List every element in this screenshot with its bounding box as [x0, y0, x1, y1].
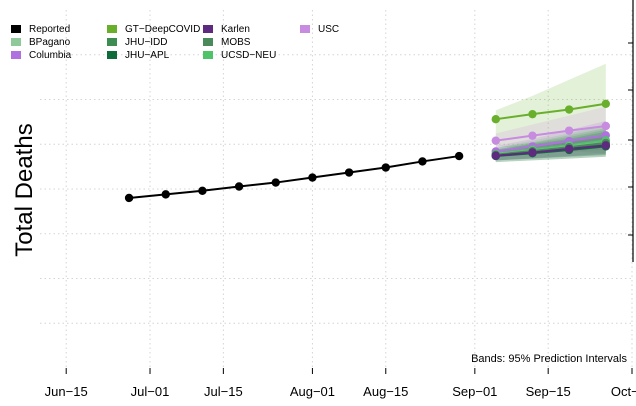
x-tick-label: Aug−01 [290, 384, 335, 399]
series-points [124, 99, 611, 203]
prediction-interval-note: Bands: 95% Prediction Intervals [471, 353, 627, 365]
data-point [454, 151, 464, 161]
legend-entry: Columbia [29, 50, 72, 61]
data-point [418, 157, 427, 166]
legend-swatch [203, 38, 213, 46]
data-point [601, 141, 611, 150]
data-point [161, 190, 170, 199]
series-line [495, 102, 606, 121]
legend-entry: USC [318, 24, 339, 35]
data-point [344, 168, 354, 177]
data-point [528, 131, 537, 140]
y-axis-label: Total Deaths [11, 123, 38, 256]
series-line [495, 134, 606, 153]
legend-entry: Karlen [221, 24, 250, 35]
data-point [528, 109, 537, 119]
data-point [124, 193, 134, 203]
legend-entry: GT−DeepCOVID [125, 24, 200, 35]
x-tick-label: Oct−01 [611, 384, 636, 399]
legend-entry: JHU−IDD [125, 37, 168, 48]
legend-swatch [11, 51, 21, 59]
x-tick-label: Sep−01 [452, 384, 497, 399]
x-tick-label: Sep−15 [526, 384, 571, 399]
legend-swatch [11, 25, 21, 33]
x-tick-labels: Jun−15 Jul−01 Jul−15 Aug−01 Aug−15 Sep−01 Sep−… [45, 384, 636, 399]
legend-swatch [300, 25, 310, 33]
data-point [528, 148, 537, 157]
data-point [198, 186, 207, 195]
data-point [564, 105, 574, 114]
data-point [564, 144, 574, 154]
prediction-band [495, 63, 606, 154]
data-point [564, 126, 574, 135]
x-tick-label: Jun−15 [45, 384, 88, 399]
gridlines [40, 10, 633, 368]
legend-swatch [203, 51, 213, 59]
legend-swatch [107, 38, 117, 46]
legend-swatch [11, 38, 21, 46]
series-line [128, 155, 460, 199]
legend-swatch [203, 25, 213, 33]
data-point [491, 151, 500, 160]
legend-entry: UCSD−NEU [221, 50, 276, 61]
legend-entry: MOBS [221, 37, 251, 48]
legend-entry: JHU−APL [125, 50, 170, 61]
series-line [495, 124, 606, 142]
data-point [491, 114, 500, 124]
legend-entry: Reported [29, 24, 70, 35]
data-point [601, 121, 611, 131]
x-tick-label: Jul−01 [131, 384, 170, 399]
legend-swatch [107, 25, 117, 33]
series-lines [128, 102, 606, 199]
legend: Reported BPagano Columbia GT−DeepCOVID JHU−I… [11, 24, 339, 61]
data-point [271, 178, 280, 187]
x-tick-label: Jul−15 [204, 384, 243, 399]
data-point [601, 99, 611, 108]
legend-swatch [107, 51, 117, 59]
x-tick-label: Aug−15 [363, 384, 408, 399]
series-line [495, 144, 606, 157]
axes [65, 0, 634, 374]
data-point [381, 163, 390, 172]
data-point [234, 182, 244, 191]
data-point [308, 173, 317, 182]
data-point [491, 136, 500, 145]
legend-entry: BPagano [29, 37, 71, 48]
